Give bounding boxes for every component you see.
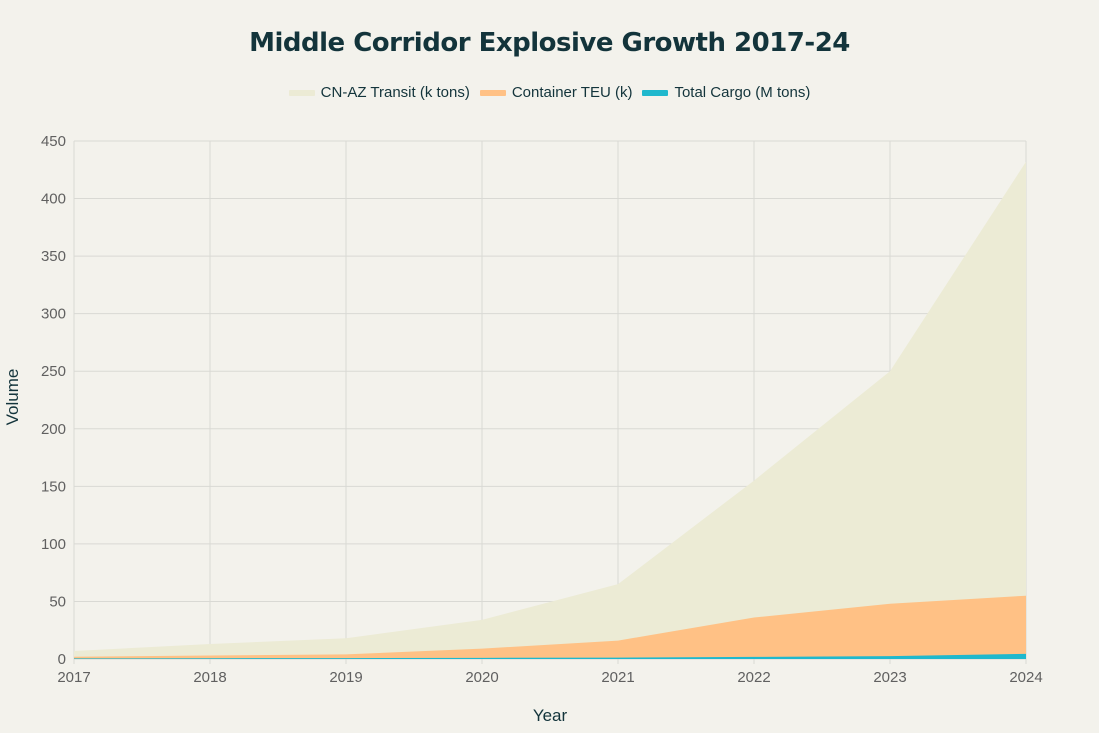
legend-item-container[interactable]: Container TEU (k) bbox=[479, 84, 633, 101]
legend: CN-AZ Transit (k tons) Container TEU (k)… bbox=[0, 84, 1099, 101]
x-tick-labels: 2017 2018 2019 2020 2021 2022 2023 2024 bbox=[57, 669, 1042, 686]
area-cargo[interactable] bbox=[74, 653, 1026, 659]
y-tick-label: 200 bbox=[41, 421, 66, 438]
legend-item-transit[interactable]: CN-AZ Transit (k tons) bbox=[288, 84, 470, 101]
x-tick-label: 2021 bbox=[601, 669, 634, 686]
legend-item-cargo[interactable]: Total Cargo (M tons) bbox=[642, 84, 810, 101]
y-tick-label: 0 bbox=[58, 651, 66, 668]
chart-title: Middle Corridor Explosive Growth 2017-24 bbox=[249, 28, 850, 58]
x-tick-label: 2019 bbox=[329, 669, 362, 686]
x-tick-label: 2024 bbox=[1009, 669, 1042, 686]
x-tick-label: 2020 bbox=[465, 669, 498, 686]
y-tick-label: 300 bbox=[41, 306, 66, 323]
y-tick-label: 250 bbox=[41, 363, 66, 380]
y-tick-label: 50 bbox=[49, 593, 66, 610]
legend-label-cargo: Total Cargo (M tons) bbox=[674, 84, 811, 101]
y-tick-label: 100 bbox=[41, 536, 66, 553]
x-tick-label: 2022 bbox=[737, 669, 770, 686]
y-tick-label: 150 bbox=[41, 478, 66, 495]
x-tick-label: 2017 bbox=[57, 669, 90, 686]
x-axis-label: Year bbox=[533, 706, 568, 725]
area-container[interactable] bbox=[74, 595, 1026, 659]
y-tick-label: 400 bbox=[41, 191, 66, 208]
legend-label-transit: CN-AZ Transit (k tons) bbox=[320, 84, 470, 101]
series-areas bbox=[74, 161, 1026, 659]
y-axis-label: Volume bbox=[3, 369, 22, 426]
y-tick-labels: 0 50 100 150 200 250 300 350 400 450 bbox=[41, 133, 66, 668]
area-transit[interactable] bbox=[74, 161, 1026, 659]
legend-swatch-cargo bbox=[642, 89, 669, 96]
legend-swatch-transit bbox=[288, 89, 315, 96]
y-tick-label: 350 bbox=[41, 248, 66, 265]
x-tick-label: 2018 bbox=[193, 669, 226, 686]
x-tick-label: 2023 bbox=[873, 669, 906, 686]
y-tick-label: 450 bbox=[41, 133, 66, 150]
legend-label-container: Container TEU (k) bbox=[511, 84, 633, 101]
legend-swatch-container bbox=[479, 89, 506, 96]
